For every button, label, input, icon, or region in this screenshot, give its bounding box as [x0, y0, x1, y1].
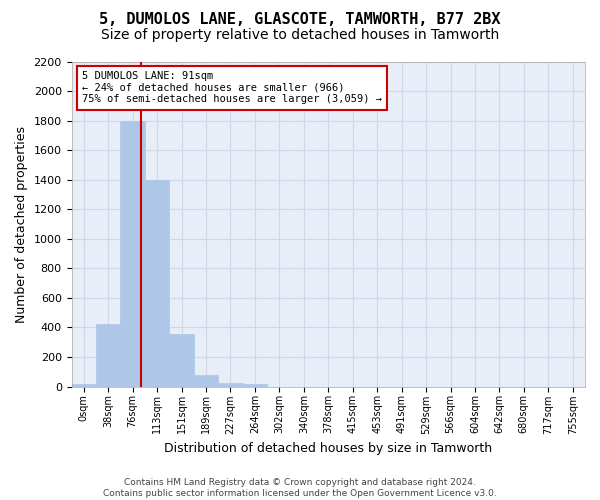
Text: 5, DUMOLOS LANE, GLASCOTE, TAMWORTH, B77 2BX: 5, DUMOLOS LANE, GLASCOTE, TAMWORTH, B77…: [99, 12, 501, 28]
Bar: [71, 384, 96, 386]
Bar: [96, 324, 121, 386]
Text: 5 DUMOLOS LANE: 91sqm
← 24% of detached houses are smaller (966)
75% of semi-det: 5 DUMOLOS LANE: 91sqm ← 24% of detached …: [82, 72, 382, 104]
Bar: [218, 383, 242, 386]
Text: Size of property relative to detached houses in Tamworth: Size of property relative to detached ho…: [101, 28, 499, 42]
Bar: [194, 376, 218, 386]
Bar: [121, 120, 145, 386]
Text: Contains HM Land Registry data © Crown copyright and database right 2024.
Contai: Contains HM Land Registry data © Crown c…: [103, 478, 497, 498]
Bar: [169, 334, 194, 386]
Bar: [242, 384, 267, 386]
Y-axis label: Number of detached properties: Number of detached properties: [15, 126, 28, 322]
Bar: [145, 180, 169, 386]
X-axis label: Distribution of detached houses by size in Tamworth: Distribution of detached houses by size …: [164, 442, 493, 455]
